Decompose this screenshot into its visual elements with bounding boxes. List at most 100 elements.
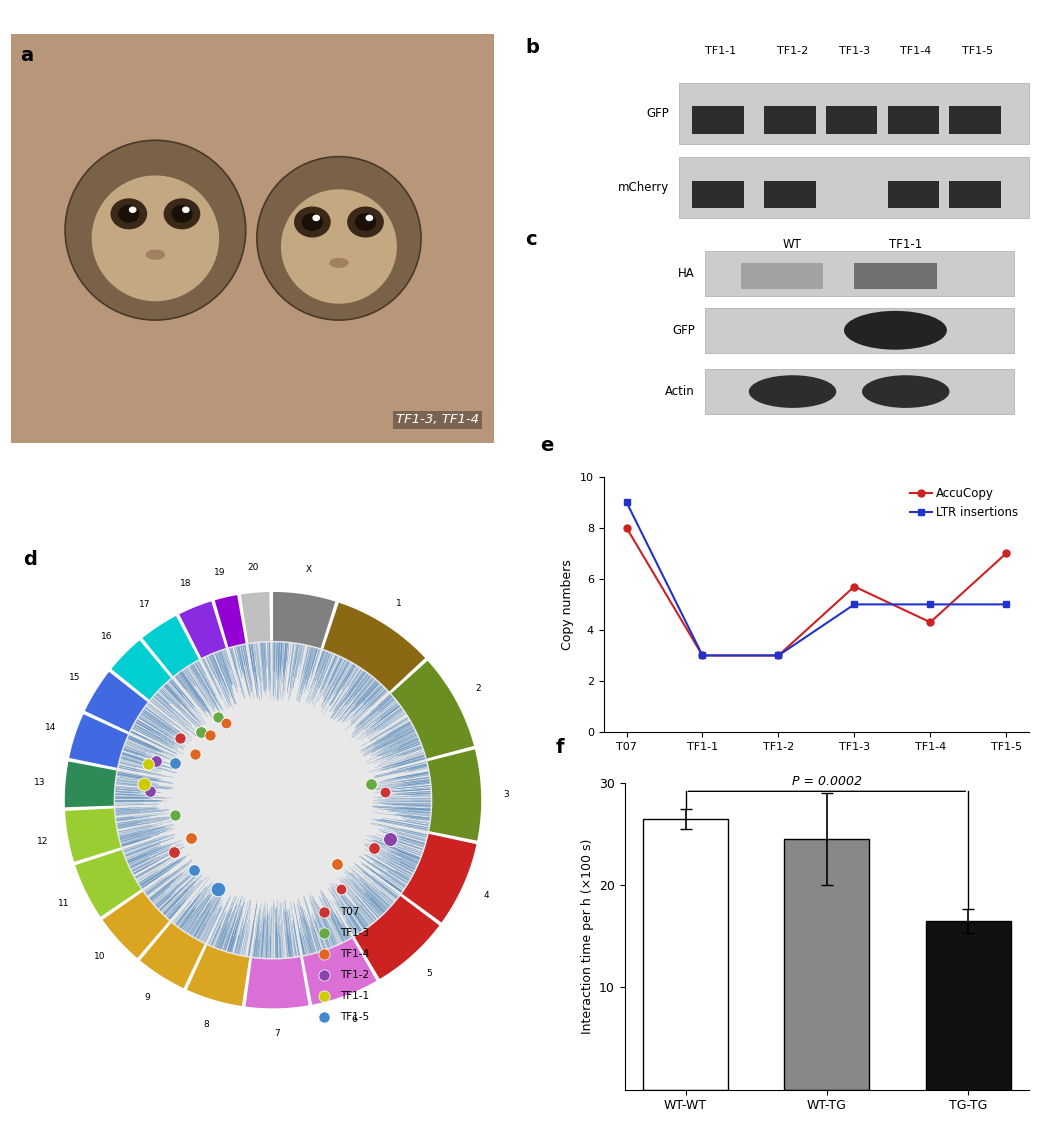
Point [142, 782, 159, 800]
Polygon shape [85, 672, 148, 732]
Text: 3: 3 [504, 790, 509, 799]
FancyBboxPatch shape [855, 263, 937, 289]
FancyBboxPatch shape [692, 182, 743, 208]
Polygon shape [143, 616, 198, 676]
Text: b: b [525, 39, 539, 57]
Ellipse shape [257, 157, 421, 320]
Polygon shape [65, 762, 117, 807]
Ellipse shape [749, 376, 836, 407]
FancyBboxPatch shape [949, 182, 1001, 208]
FancyBboxPatch shape [949, 106, 1001, 134]
Circle shape [164, 199, 201, 229]
Text: TF1-1: TF1-1 [705, 47, 736, 57]
Line: LTR insertions: LTR insertions [623, 498, 1010, 659]
Text: 13: 13 [35, 777, 46, 787]
Point [315, 1008, 332, 1026]
Text: c: c [525, 230, 537, 250]
Polygon shape [76, 850, 141, 917]
Text: 6: 6 [352, 1015, 357, 1024]
Text: T07: T07 [340, 907, 359, 917]
Polygon shape [355, 896, 439, 978]
Point [333, 880, 350, 898]
AccuCopy [924, 615, 937, 629]
Text: TF1-3, TF1-4: TF1-3, TF1-4 [396, 413, 479, 427]
Polygon shape [111, 640, 171, 700]
Polygon shape [65, 808, 121, 861]
Text: TF1-3: TF1-3 [839, 47, 869, 57]
Circle shape [110, 199, 147, 229]
Point [209, 881, 226, 899]
Text: TF1-3: TF1-3 [340, 928, 370, 939]
Circle shape [119, 204, 140, 222]
Text: Actin: Actin [665, 385, 695, 398]
Ellipse shape [65, 141, 246, 320]
Polygon shape [303, 939, 377, 1004]
Text: 7: 7 [275, 1029, 280, 1039]
Point [135, 775, 152, 793]
Polygon shape [103, 892, 169, 958]
Text: GFP: GFP [647, 107, 669, 120]
Point [186, 860, 203, 878]
Polygon shape [402, 834, 477, 923]
Polygon shape [240, 592, 270, 642]
Bar [643, 819, 728, 1090]
Circle shape [301, 213, 323, 232]
Polygon shape [140, 923, 205, 989]
Text: X: X [306, 565, 312, 574]
Text: 8: 8 [204, 1019, 210, 1028]
Text: 18: 18 [180, 579, 191, 588]
Point [315, 924, 332, 942]
Point [209, 708, 226, 726]
Ellipse shape [281, 190, 397, 304]
Polygon shape [187, 945, 249, 1006]
Bar [679, 83, 1029, 144]
Text: 17: 17 [139, 600, 150, 609]
Text: 14: 14 [45, 723, 57, 732]
Circle shape [365, 215, 373, 221]
Point [192, 723, 209, 741]
Bar [784, 840, 869, 1090]
Polygon shape [273, 592, 335, 648]
AccuCopy [696, 649, 709, 663]
Text: TF1-2: TF1-2 [777, 47, 808, 57]
Text: TF1-4: TF1-4 [901, 47, 931, 57]
Circle shape [182, 207, 190, 213]
Point [183, 829, 200, 847]
LTR insertions [1000, 597, 1012, 611]
Text: P = 0.0002: P = 0.0002 [792, 775, 862, 788]
FancyBboxPatch shape [764, 182, 816, 208]
Bar [706, 308, 1014, 353]
LTR insertions [772, 649, 784, 663]
Text: TF1-1: TF1-1 [889, 238, 922, 251]
Text: TF1-5: TF1-5 [962, 47, 993, 57]
Polygon shape [427, 749, 481, 841]
AccuCopy [848, 580, 861, 594]
Circle shape [129, 207, 136, 213]
Circle shape [113, 641, 433, 959]
FancyBboxPatch shape [826, 106, 878, 134]
Point [377, 783, 394, 801]
Point [381, 830, 398, 848]
Text: TF1-4: TF1-4 [340, 949, 370, 959]
Text: 11: 11 [58, 899, 69, 908]
Polygon shape [323, 603, 425, 691]
Bar [706, 251, 1014, 295]
Text: a: a [20, 47, 34, 66]
Text: 9: 9 [145, 992, 150, 1001]
Point [366, 839, 383, 857]
Bar [706, 369, 1014, 414]
AccuCopy [621, 521, 633, 535]
Text: 16: 16 [101, 632, 112, 640]
Text: 4: 4 [483, 891, 489, 900]
Y-axis label: Interaction time per h (×100 s): Interaction time per h (×100 s) [581, 839, 593, 1034]
Point [140, 755, 156, 773]
Text: 2: 2 [476, 684, 481, 692]
Polygon shape [214, 595, 246, 647]
Text: 10: 10 [94, 952, 106, 961]
Point [166, 754, 183, 772]
Point [171, 729, 188, 747]
Point [315, 903, 332, 922]
Text: mCherry: mCherry [617, 180, 669, 194]
Text: e: e [540, 436, 553, 455]
AccuCopy [1000, 546, 1012, 560]
